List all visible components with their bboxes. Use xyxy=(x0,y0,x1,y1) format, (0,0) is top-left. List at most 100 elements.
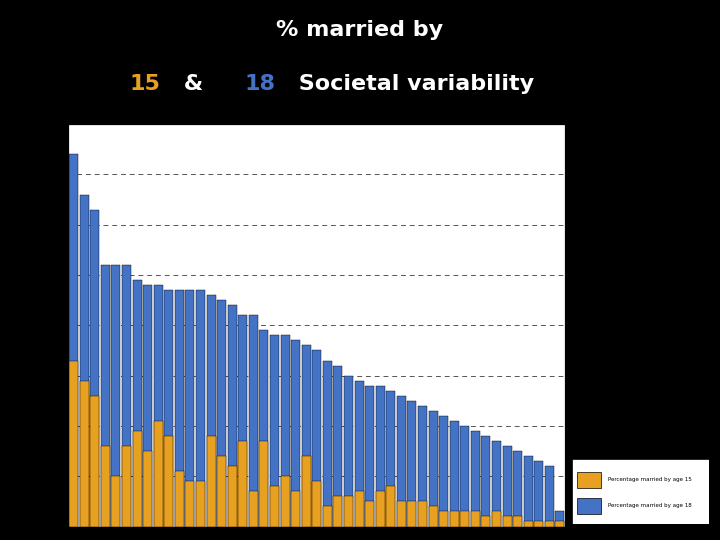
Bar xyxy=(323,361,332,526)
Bar xyxy=(482,516,490,526)
Bar xyxy=(450,511,459,526)
Bar xyxy=(259,441,269,526)
Bar xyxy=(482,436,490,526)
Bar xyxy=(439,416,448,526)
Bar xyxy=(291,491,300,526)
Bar xyxy=(471,511,480,526)
Bar xyxy=(513,451,522,526)
Bar xyxy=(555,511,564,526)
Bar xyxy=(175,471,184,526)
Bar xyxy=(344,496,353,526)
Bar xyxy=(312,481,321,526)
Bar xyxy=(101,265,110,526)
Bar xyxy=(143,285,152,526)
Bar xyxy=(101,446,110,526)
Bar xyxy=(534,461,544,526)
Bar xyxy=(408,401,416,526)
Bar xyxy=(492,441,501,526)
Bar xyxy=(365,501,374,526)
Bar xyxy=(217,456,226,526)
Bar xyxy=(354,381,364,526)
Text: % married by: % married by xyxy=(276,20,444,40)
Bar xyxy=(196,290,205,526)
Bar xyxy=(207,295,215,526)
Bar xyxy=(397,396,406,526)
Bar xyxy=(80,194,89,526)
Bar xyxy=(154,421,163,526)
Bar xyxy=(333,496,343,526)
Bar xyxy=(164,290,174,526)
Bar xyxy=(460,511,469,526)
Bar xyxy=(418,501,427,526)
Text: Percentage married by age 15: Percentage married by age 15 xyxy=(608,477,692,482)
Bar xyxy=(503,446,511,526)
Bar xyxy=(312,350,321,526)
Bar xyxy=(196,481,205,526)
Bar xyxy=(249,315,258,526)
Bar xyxy=(428,507,438,526)
FancyBboxPatch shape xyxy=(577,472,601,488)
Bar xyxy=(249,491,258,526)
Bar xyxy=(69,154,78,526)
Bar xyxy=(228,466,237,526)
Bar xyxy=(175,290,184,526)
Bar xyxy=(408,501,416,526)
Bar xyxy=(471,431,480,526)
Bar xyxy=(259,330,269,526)
Bar xyxy=(534,522,544,526)
FancyBboxPatch shape xyxy=(577,498,601,514)
Bar xyxy=(354,491,364,526)
Bar xyxy=(69,361,78,526)
Bar xyxy=(112,265,120,526)
Bar xyxy=(397,501,406,526)
Bar xyxy=(238,315,247,526)
Y-axis label: Percentage of women aged 20-24 in 2000-2010 who had married by
age 18 in countri: Percentage of women aged 20-24 in 2000-2… xyxy=(29,214,46,436)
Bar xyxy=(365,386,374,526)
Bar xyxy=(333,366,343,526)
Bar xyxy=(387,391,395,526)
Bar xyxy=(523,522,533,526)
Bar xyxy=(90,210,99,526)
Bar xyxy=(281,476,289,526)
Bar xyxy=(492,511,501,526)
Bar xyxy=(418,406,427,526)
Bar xyxy=(80,381,89,526)
Bar xyxy=(376,491,384,526)
Bar xyxy=(90,396,99,526)
Bar xyxy=(428,411,438,526)
Bar xyxy=(270,486,279,526)
Bar xyxy=(555,522,564,526)
Bar xyxy=(281,335,289,526)
Bar xyxy=(460,426,469,526)
Bar xyxy=(186,290,194,526)
Bar xyxy=(238,441,247,526)
Bar xyxy=(450,421,459,526)
Bar xyxy=(186,481,194,526)
Bar xyxy=(387,486,395,526)
Text: Percentage married by age 18: Percentage married by age 18 xyxy=(608,503,692,508)
Bar xyxy=(503,516,511,526)
Bar xyxy=(323,507,332,526)
Bar xyxy=(545,466,554,526)
Text: Percentage aged 20-24 who married by age 15 and 18: Percentage aged 20-24 who married by age… xyxy=(696,238,701,410)
Text: &: & xyxy=(176,74,211,94)
Bar xyxy=(143,451,152,526)
Bar xyxy=(132,280,142,526)
Bar xyxy=(513,516,522,526)
Bar xyxy=(291,340,300,526)
Bar xyxy=(217,300,226,526)
Bar xyxy=(302,346,311,526)
Bar xyxy=(302,456,311,526)
Bar xyxy=(122,446,131,526)
Bar xyxy=(207,436,215,526)
Text: 15: 15 xyxy=(130,74,161,94)
Text: Societal variability: Societal variability xyxy=(291,74,534,94)
Bar xyxy=(164,436,174,526)
Text: 18: 18 xyxy=(245,74,276,94)
Bar xyxy=(112,476,120,526)
Bar xyxy=(545,522,554,526)
Bar xyxy=(154,285,163,526)
Bar xyxy=(376,386,384,526)
Bar xyxy=(344,376,353,526)
Y-axis label: Percentage married by age 18: Percentage married by age 18 xyxy=(588,278,593,373)
